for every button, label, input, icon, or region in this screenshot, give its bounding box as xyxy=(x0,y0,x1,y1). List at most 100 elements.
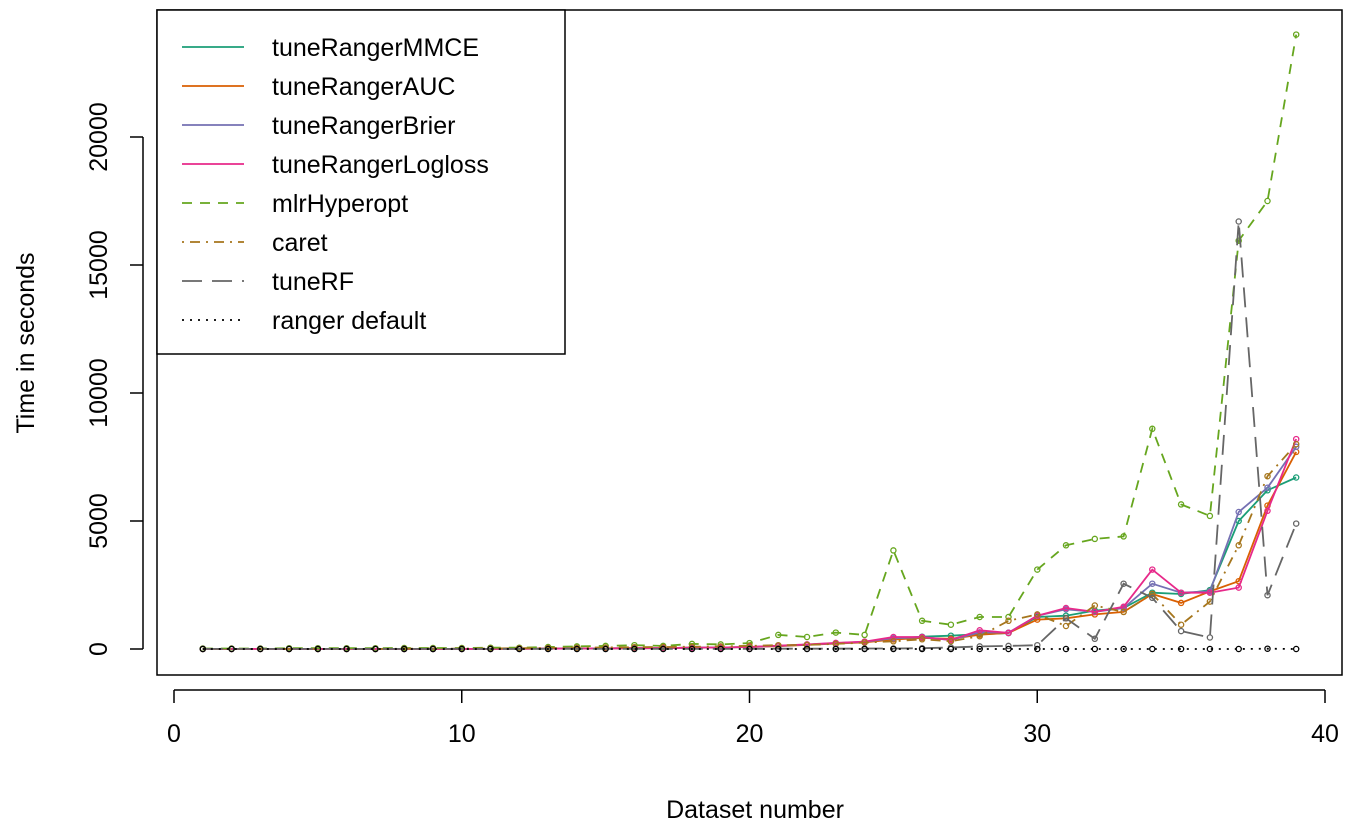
data-point xyxy=(1062,604,1070,612)
data-point xyxy=(1292,645,1300,653)
data-point xyxy=(1149,645,1156,653)
y-tick-label: 5000 xyxy=(85,493,113,549)
data-point xyxy=(429,645,437,653)
data-point xyxy=(1149,566,1156,573)
data-point xyxy=(1177,501,1185,508)
data-point xyxy=(343,645,350,653)
data-point xyxy=(947,621,955,628)
data-point xyxy=(861,639,868,646)
data-point xyxy=(1264,484,1271,491)
data-point xyxy=(314,645,322,653)
data-point xyxy=(775,645,782,653)
data-point xyxy=(1091,645,1099,653)
data-point xyxy=(631,645,638,653)
data-point xyxy=(918,617,926,625)
data-point xyxy=(458,645,466,653)
data-point xyxy=(1149,580,1156,587)
data-point xyxy=(1062,615,1070,622)
data-point xyxy=(1235,237,1242,244)
data-point xyxy=(1149,590,1156,598)
data-point xyxy=(1264,472,1271,480)
data-point xyxy=(1206,634,1214,641)
data-point xyxy=(372,645,379,653)
legend-box xyxy=(156,9,566,355)
data-point xyxy=(1034,641,1041,649)
data-point xyxy=(1005,629,1012,637)
data-point xyxy=(775,631,782,639)
data-point xyxy=(1062,622,1070,630)
data-point xyxy=(832,629,840,636)
data-point xyxy=(602,645,609,653)
data-point xyxy=(573,645,581,653)
data-point xyxy=(1235,584,1242,591)
data-point xyxy=(1005,645,1012,653)
data-point xyxy=(1034,611,1041,618)
series-layer xyxy=(199,31,1300,653)
legend-label: tuneRangerMMCE xyxy=(272,34,479,62)
data-point xyxy=(1177,599,1185,607)
data-point xyxy=(688,645,696,653)
legend-label: caret xyxy=(272,229,328,257)
data-point xyxy=(1091,535,1099,543)
data-point xyxy=(717,645,724,653)
data-point xyxy=(890,633,897,641)
data-point xyxy=(976,632,983,640)
data-point xyxy=(1120,645,1127,653)
legend-label: tuneRangerAUC xyxy=(272,73,455,101)
data-point xyxy=(1120,533,1127,540)
data-point xyxy=(1034,566,1041,573)
data-point xyxy=(1120,608,1127,616)
data-point xyxy=(890,547,897,554)
data-point xyxy=(918,645,926,653)
legend-label: tuneRF xyxy=(272,268,354,296)
data-point xyxy=(516,645,523,653)
data-point xyxy=(631,641,638,649)
data-point xyxy=(947,638,955,645)
y-tick-label: 15000 xyxy=(85,230,113,300)
data-point xyxy=(199,645,207,653)
data-point xyxy=(257,645,264,653)
y-axis: 0 5000 10000 15000 20000 xyxy=(85,102,144,656)
legend: tuneRangerMMCE tuneRangerAUC tuneRangerBri… xyxy=(156,9,566,355)
data-point xyxy=(1005,617,1012,625)
legend-label: tuneRangerBrier xyxy=(272,112,455,140)
data-point xyxy=(1091,608,1099,616)
data-point xyxy=(803,633,811,641)
series-line xyxy=(202,221,1298,650)
data-point xyxy=(832,645,840,653)
data-point xyxy=(890,645,897,653)
data-point xyxy=(1062,645,1070,653)
data-point xyxy=(1264,645,1271,652)
data-point xyxy=(1292,474,1300,481)
data-point xyxy=(400,645,408,653)
x-tick-label: 0 xyxy=(167,720,181,748)
data-point xyxy=(976,627,983,634)
x-tick-label: 10 xyxy=(448,720,476,748)
x-axis: 0 10 20 30 40 xyxy=(167,689,1339,748)
series-ranger-default xyxy=(199,645,1300,653)
x-tick-label: 40 xyxy=(1311,720,1339,748)
legend-label: tuneRangerLogloss xyxy=(272,151,489,179)
y-tick-label: 10000 xyxy=(85,358,113,428)
y-tick-label: 0 xyxy=(85,642,113,656)
data-point xyxy=(918,636,926,643)
data-point xyxy=(1149,594,1156,602)
data-point xyxy=(1206,512,1214,520)
data-point xyxy=(861,645,868,653)
data-point xyxy=(1264,507,1271,515)
data-point xyxy=(1206,645,1214,653)
data-point xyxy=(1292,31,1300,38)
data-point xyxy=(1292,440,1300,448)
data-point xyxy=(1177,589,1185,596)
data-point xyxy=(976,613,983,621)
y-axis-title: Time in seconds xyxy=(12,252,40,433)
data-point xyxy=(1034,645,1041,653)
data-point xyxy=(544,645,552,653)
data-point xyxy=(976,645,983,653)
data-point xyxy=(1235,645,1242,653)
data-point xyxy=(659,645,667,653)
y-tick-label: 20000 xyxy=(85,102,113,172)
data-point xyxy=(1177,627,1185,635)
data-point xyxy=(487,645,494,653)
